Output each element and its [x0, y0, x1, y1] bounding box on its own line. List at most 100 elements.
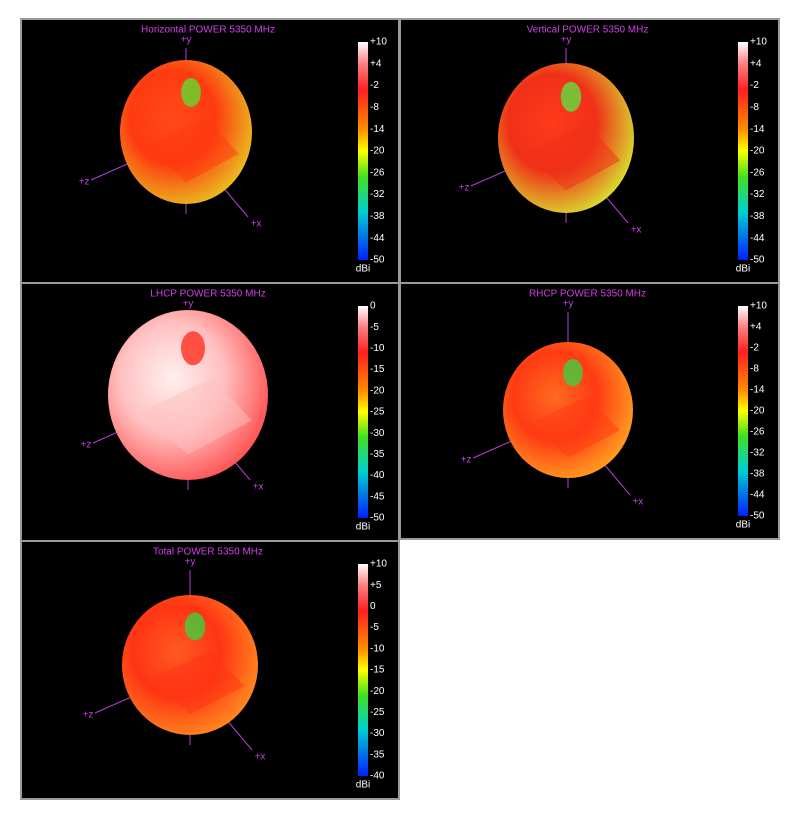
plot: Total POWER 5350 MHz+y +z +x +10 +5 0 -5 -10 -15…: [83, 547, 388, 791]
colorbar-tick-label: -32: [370, 189, 385, 200]
panel-title: Total POWER 5350 MHz: [153, 547, 263, 558]
colorbar-tick-label: -44: [750, 490, 765, 501]
colorbar-tick-label: -5: [370, 622, 379, 633]
colorbar-tick-label: -26: [370, 167, 385, 178]
plot: Horizontal POWER 5350 MHz+y +z +x +10 +4 -2 -8…: [79, 25, 388, 275]
colorbar-tick-label: +4: [750, 322, 762, 333]
colorbar-tick-label: -44: [370, 233, 385, 244]
pattern-highlight: [560, 81, 582, 112]
colorbar-tick-label: -8: [750, 364, 759, 375]
colorbar-tick-label: -50: [370, 513, 385, 524]
pattern-facet: [149, 651, 245, 714]
y-axis-label: +y: [561, 35, 572, 46]
colorbar-tick-label: -14: [750, 124, 765, 135]
colorbar-tick-label: -50: [750, 255, 765, 266]
colorbar-tick-label: 0: [370, 601, 376, 612]
z-axis-label: +z: [81, 440, 92, 451]
colorbar-tick-label: -50: [750, 511, 765, 522]
plot: RHCP POWER 5350 MHz+y +z +x +10 +4 -2 -8 -14 -20…: [461, 289, 768, 531]
plot: LHCP POWER 5350 MHz+y +z +x 0 -5 -10 -15 -20 -25…: [81, 289, 385, 533]
colorbar-unit: dBi: [736, 264, 750, 275]
x-axis-label: +x: [255, 752, 266, 763]
colorbar-tick-label: -2: [370, 80, 379, 91]
pattern-facet: [140, 378, 252, 455]
colorbar-tick-label: -15: [370, 665, 385, 676]
colorbar-tick-label: -2: [750, 343, 759, 354]
colorbar-tick-label: +10: [370, 37, 387, 48]
colorbar-tick-label: -30: [370, 728, 385, 739]
colorbar: [738, 306, 748, 516]
colorbar-tick-label: +10: [750, 37, 767, 48]
x-axis-label: +x: [633, 497, 644, 508]
colorbar-tick-label: -20: [750, 406, 765, 417]
colorbar-tick-label: -20: [750, 146, 765, 157]
colorbar-tick-label: +4: [750, 58, 762, 69]
pattern-highlight: [181, 78, 201, 107]
y-axis-label: +y: [185, 557, 196, 568]
colorbar-tick-label: -32: [750, 189, 765, 200]
colorbar-unit: dBi: [736, 520, 750, 531]
z-axis-label: +z: [461, 455, 472, 466]
colorbar-tick-label: -20: [370, 385, 385, 396]
z-axis-label: +z: [79, 177, 90, 188]
z-axis-label: +z: [83, 710, 94, 721]
z-axis-label: +z: [459, 183, 470, 194]
y-axis-label: +y: [563, 299, 574, 310]
colorbar-unit: dBi: [356, 264, 370, 275]
colorbar-tick-label: -8: [370, 102, 379, 113]
panel-title: LHCP POWER 5350 MHz: [150, 289, 265, 300]
colorbar: [358, 42, 368, 260]
colorbar-tick-label: -35: [370, 749, 385, 760]
colorbar-tick-label: -10: [370, 343, 385, 354]
colorbar-tick-label: +10: [750, 301, 767, 312]
colorbar-tick-label: -40: [370, 470, 385, 481]
colorbar-tick-label: -20: [370, 686, 385, 697]
pattern-highlight: [563, 359, 583, 387]
pattern-facet: [146, 117, 239, 183]
panel-title: RHCP POWER 5350 MHz: [529, 289, 646, 300]
colorbar-tick-label: -32: [750, 448, 765, 459]
colorbar-tick-label: -25: [370, 707, 385, 718]
colorbar-tick-label: -26: [750, 427, 765, 438]
plot-panel: Vertical POWER 5350 MHz +y +z +x +10 +4 -2 -8 -1…: [399, 18, 780, 284]
colorbar-tick-label: -2: [750, 80, 759, 91]
colorbar-tick-label: -15: [370, 364, 385, 375]
x-axis-label: +x: [251, 219, 262, 230]
colorbar-tick-label: -8: [750, 102, 759, 113]
colorbar-tick-label: -45: [370, 491, 385, 502]
colorbar-unit: dBi: [356, 522, 370, 533]
colorbar-tick-label: -20: [370, 146, 385, 157]
colorbar: [358, 564, 368, 776]
colorbar-tick-label: -50: [370, 255, 385, 266]
pattern-facet: [529, 396, 620, 458]
colorbar-unit: dBi: [356, 780, 370, 791]
plot-panel: LHCP POWER 5350 MHz +y +z +x 0 -5 -10 -15 -20 -25…: [20, 282, 400, 542]
colorbar-tick-label: 0: [370, 301, 376, 312]
colorbar-tick-label: -38: [750, 211, 765, 222]
plot-panel: Total POWER 5350 MHz +y +z +x +10 +5 0 -5 -10 -15…: [20, 540, 400, 800]
colorbar-tick-label: -14: [370, 124, 385, 135]
pattern-highlight: [181, 331, 205, 366]
colorbar-tick-label: -5: [370, 322, 379, 333]
colorbar-tick-label: -30: [370, 428, 385, 439]
colorbar-tick-label: -38: [750, 469, 765, 480]
colorbar-tick-label: -14: [750, 385, 765, 396]
colorbar-tick-label: +10: [370, 559, 387, 570]
x-axis-label: +x: [631, 225, 642, 236]
colorbar-tick-label: -38: [370, 211, 385, 222]
colorbar-tick-label: -35: [370, 449, 385, 460]
y-axis-label: +y: [181, 35, 192, 46]
y-axis-label: +y: [183, 299, 194, 310]
plot: Vertical POWER 5350 MHz+y +z +x +10 +4 -2 -8 -1…: [459, 25, 768, 275]
colorbar-tick-label: -10: [370, 643, 385, 654]
colorbar-tick-label: +5: [370, 580, 382, 591]
pattern-highlight: [184, 612, 206, 641]
plot-panel: Horizontal POWER 5350 MHz +y +z +x +10 +4 -2 -8…: [20, 18, 400, 284]
plot-panel: RHCP POWER 5350 MHz +y +z +x +10 +4 -2 -8 -14 -20…: [399, 282, 780, 540]
colorbar-tick-label: -26: [750, 167, 765, 178]
colorbar-tick-label: -44: [750, 233, 765, 244]
x-axis-label: +x: [253, 482, 264, 493]
colorbar-tick-label: -40: [370, 771, 385, 782]
colorbar: [738, 42, 748, 260]
